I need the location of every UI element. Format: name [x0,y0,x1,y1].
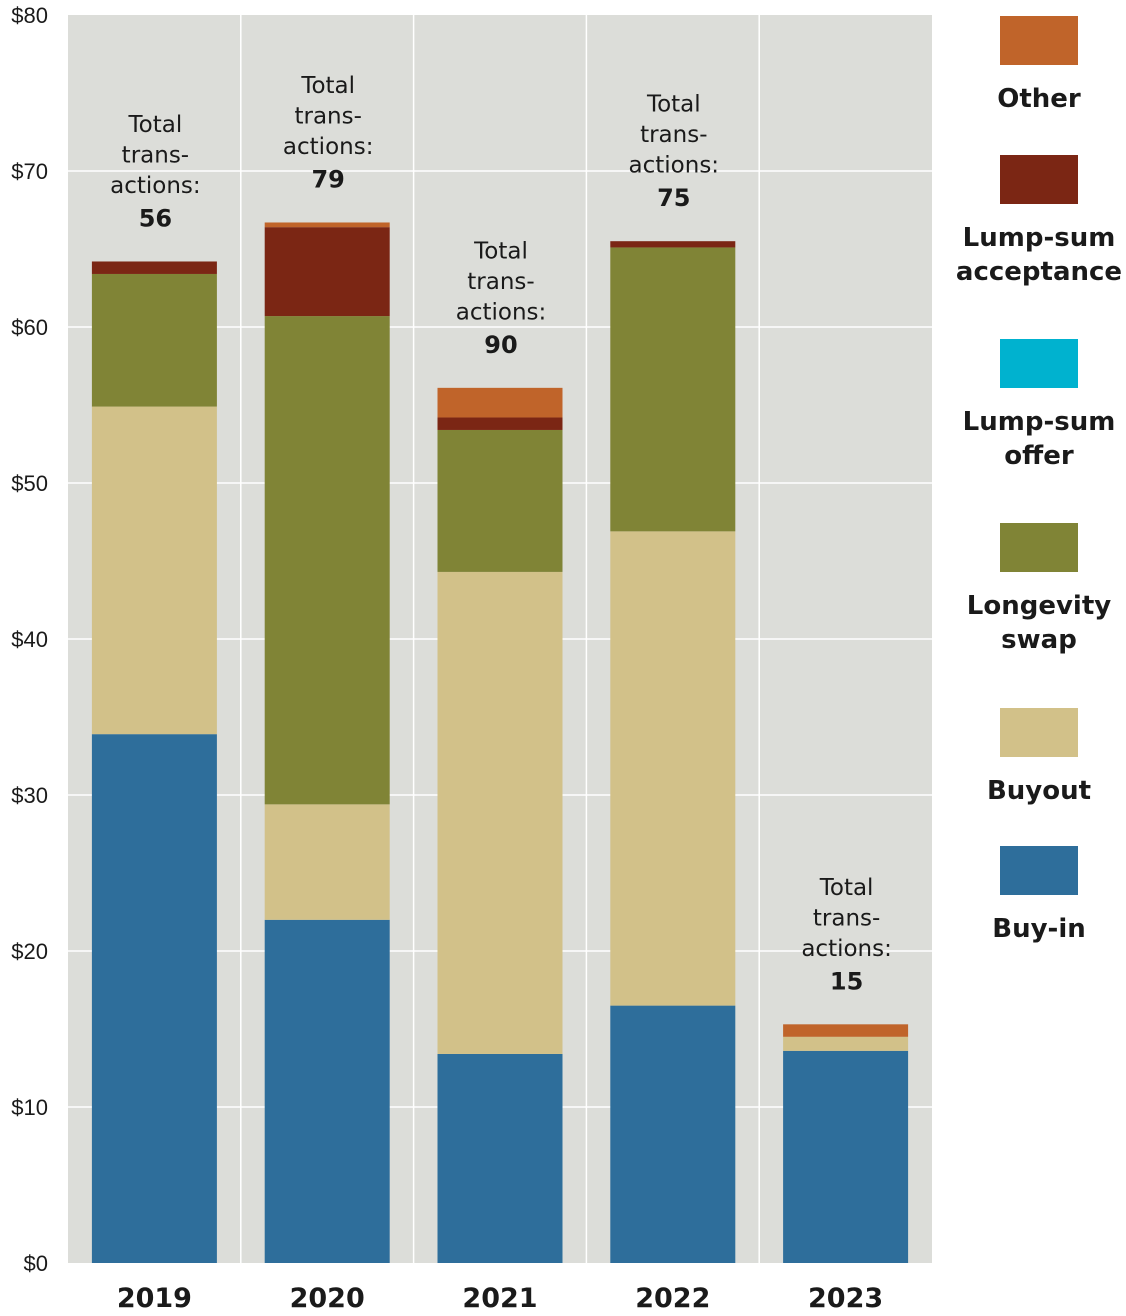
legend-label: swap [1001,625,1077,655]
x-category-label: 2019 [117,1283,192,1314]
annotation-label: actions: [283,134,374,160]
bar-segment [264,919,390,1263]
annotation-label: trans- [640,122,707,148]
y-tick-label: $50 [11,471,48,496]
annotation-label: Total [300,73,355,99]
annotation-label: trans- [467,269,534,295]
legend-label: Buy-in [992,914,1086,944]
bar-segment [783,1050,909,1263]
bar-segment [610,531,736,1006]
legend-label: Buyout [987,776,1091,806]
bar-segment [610,241,736,248]
legend-swatch [1000,523,1078,572]
legend: Other Lump-sum acceptance Lump-sum offer Long… [956,16,1122,944]
bar-segment [437,571,563,1054]
annotation-label: Total [473,238,528,264]
annotation-total-value: 75 [657,184,690,212]
x-category-label: 2022 [635,1283,710,1314]
bar-segment [437,417,563,430]
legend-swatch [1000,846,1078,895]
annotation-total-value: 15 [830,967,863,995]
annotation-label: trans- [294,103,361,129]
annotation-label: Total [819,875,874,901]
bar-segment [264,804,390,920]
legend-swatch [1000,155,1078,204]
bar-segment [91,734,217,1263]
y-tick-label: $60 [11,315,48,340]
bar-segment [91,273,217,407]
bar-segment [783,1036,909,1051]
total-transactions-annotations: Total trans-actions: 56 Total trans-actions:… [110,73,892,995]
y-axis-tick-labels: $0 $10 $20 $30 $40 $50 $60 $70 $80 [11,3,48,1276]
y-tick-label: $70 [11,159,48,184]
y-tick-label: $0 [24,1251,48,1276]
y-tick-label: $20 [11,939,48,964]
annotation-total-value: 79 [311,165,344,193]
x-axis-category-labels: 2019 2020 2021 2022 2023 [117,1283,883,1314]
bar-stacks [91,222,909,1263]
y-tick-label: $10 [11,1095,48,1120]
bar-segment [264,227,390,317]
annotation-label: actions: [110,173,201,199]
annotation-label: actions: [629,153,720,179]
legend-swatch [1000,16,1078,65]
legend-label: acceptance [956,257,1122,287]
legend-label: Longevity [967,591,1111,621]
annotation-label: trans- [122,142,189,168]
annotation-label: actions: [801,936,892,962]
legend-label: Lump-sum [963,223,1116,253]
bar-segment [783,1024,909,1037]
legend-swatch [1000,339,1078,388]
y-tick-label: $30 [11,783,48,808]
x-category-label: 2023 [808,1283,883,1314]
legend-swatch [1000,708,1078,757]
annotation-label: Total [128,112,183,138]
legend-label: offer [1004,441,1074,471]
bar-segment [437,1053,563,1263]
bar-segment [264,222,390,228]
annotation-total-value: 56 [139,204,172,232]
y-tick-label: $40 [11,627,48,652]
annotation-total-value: 90 [484,331,517,359]
legend-label: Lump-sum [963,407,1116,437]
bar-segment [610,247,736,532]
bar-segment [264,316,390,805]
annotation-label: actions: [456,299,547,325]
x-category-label: 2021 [462,1283,537,1314]
bar-segment [91,261,217,274]
y-tick-label: $80 [11,3,48,28]
bar-segment [437,429,563,572]
x-category-label: 2020 [290,1283,365,1314]
bar-segment [91,406,217,735]
bar-segment [610,1005,736,1263]
legend-label: Other [997,84,1081,114]
bar-segment [437,387,563,418]
annotation-label: trans- [813,905,880,931]
annotation-label: Total [646,92,701,118]
